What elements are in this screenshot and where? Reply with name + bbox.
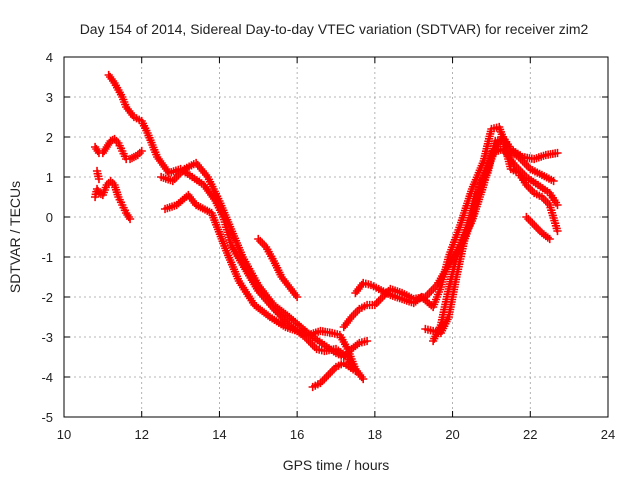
x-tick-labels: 10 12 14 16 18 20 22 24 [57,427,615,442]
y-tick-label: -5 [41,410,53,425]
y-tick-label: 2 [46,130,53,145]
data-point [553,226,562,236]
y-tick-label: 4 [46,50,53,65]
data-point [553,200,562,210]
series-arc-13 [522,212,554,244]
x-tick-label: 18 [368,427,382,442]
y-tick-label: -3 [41,330,53,345]
y-tick-label: 3 [46,90,53,105]
series-arc-7 [254,234,302,302]
y-axis-label: SDTVAR / TECUs [7,181,23,293]
series-arc-8 [308,358,360,392]
data-point [553,148,562,158]
y-tick-label: -1 [41,250,53,265]
x-axis-label: GPS time / hours [283,457,390,473]
data-point [359,374,368,384]
series-arc-3 [92,166,104,184]
x-tick-label: 16 [290,427,304,442]
x-tick-label: 22 [523,427,537,442]
series-arc-12 [429,134,562,346]
x-tick-label: 24 [601,427,615,442]
data-point [351,366,360,376]
x-tick-label: 10 [57,427,71,442]
data-marks [90,70,562,392]
data-point [125,214,135,224]
series-arc-2 [90,176,135,224]
y-tick-label: 0 [46,210,53,225]
series-arc-1 [90,134,146,164]
data-point [94,174,104,184]
y-tick-label: 1 [46,170,53,185]
data-point [362,336,372,346]
y-tick-labels: -5 -4 -3 -2 -1 0 1 2 3 4 [41,50,53,425]
x-tick-label: 12 [134,427,148,442]
chart-title: Day 154 of 2014, Sidereal Day-to-day VTE… [80,21,589,37]
data-point [293,292,302,302]
plot-frame [63,56,609,418]
data-point [137,146,146,156]
series-arc-6 [160,190,360,374]
axis-ticks [63,56,609,418]
y-tick-label: -4 [41,370,53,385]
data-point [545,234,554,244]
x-tick-label: 14 [212,427,226,442]
y-tick-label: -2 [41,290,53,305]
data-point [549,176,558,186]
x-tick-label: 20 [445,427,459,442]
